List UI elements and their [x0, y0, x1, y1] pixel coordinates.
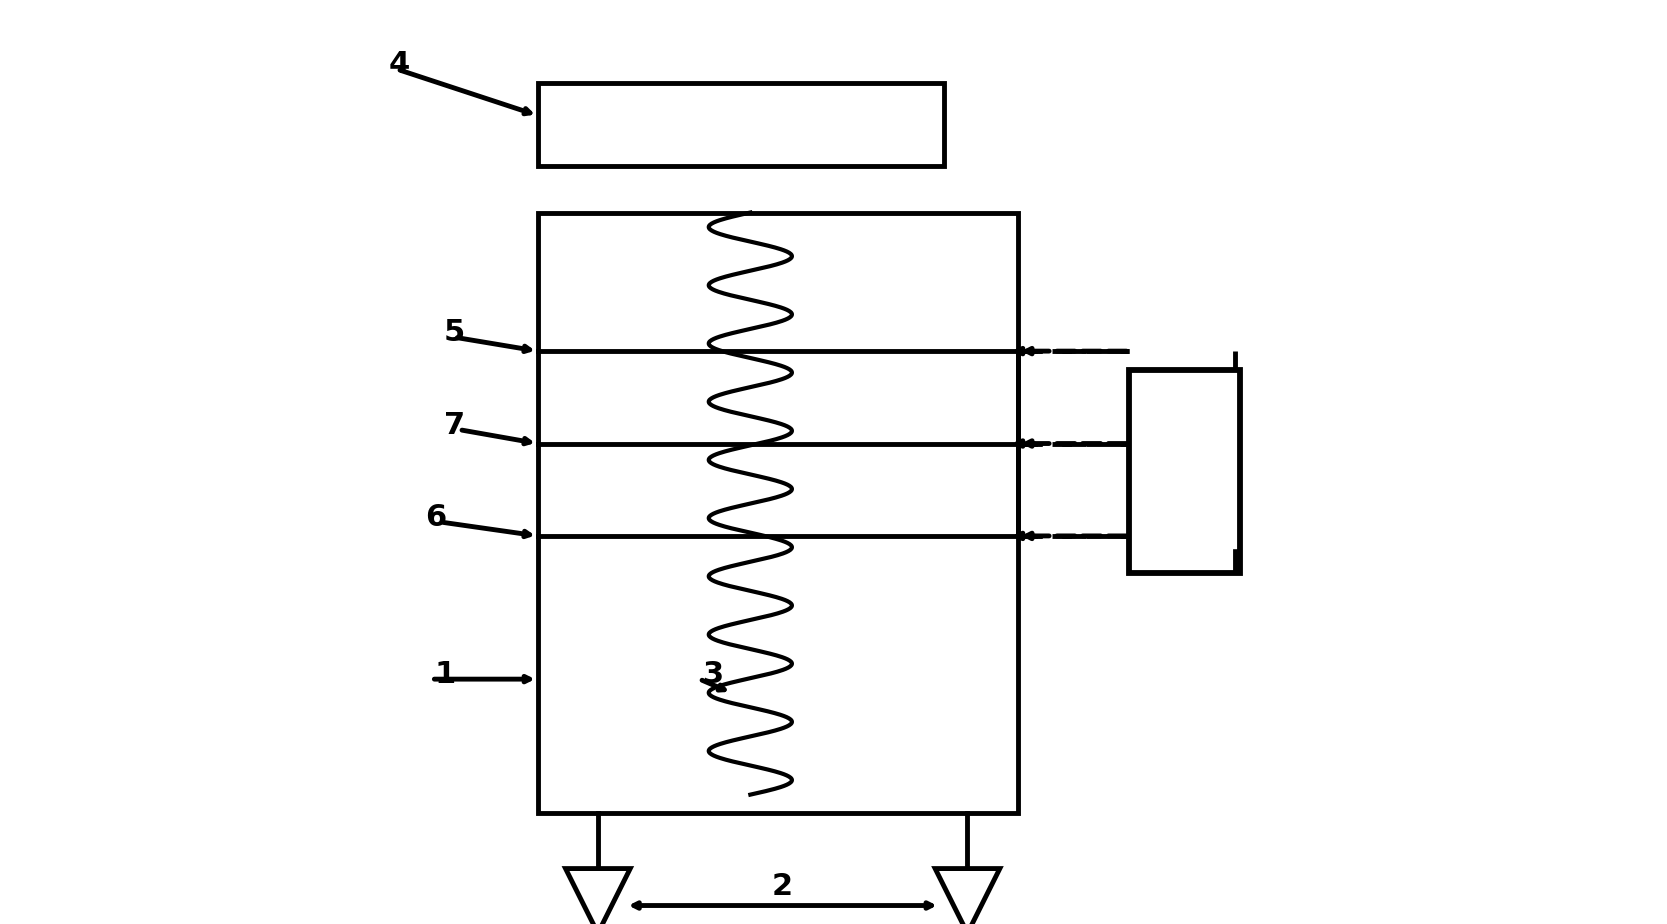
- Bar: [1129, 370, 1240, 573]
- Polygon shape: [935, 869, 1000, 924]
- Text: 3: 3: [703, 660, 723, 689]
- Text: 7: 7: [443, 410, 465, 440]
- Text: 2: 2: [772, 872, 793, 901]
- Text: 8: 8: [1172, 452, 1199, 491]
- Text: 6: 6: [425, 503, 447, 532]
- Text: 1: 1: [435, 660, 457, 689]
- Text: 4: 4: [388, 50, 410, 79]
- Bar: [538, 213, 1019, 813]
- Polygon shape: [565, 869, 630, 924]
- Text: 5: 5: [443, 318, 465, 347]
- Bar: [538, 83, 945, 166]
